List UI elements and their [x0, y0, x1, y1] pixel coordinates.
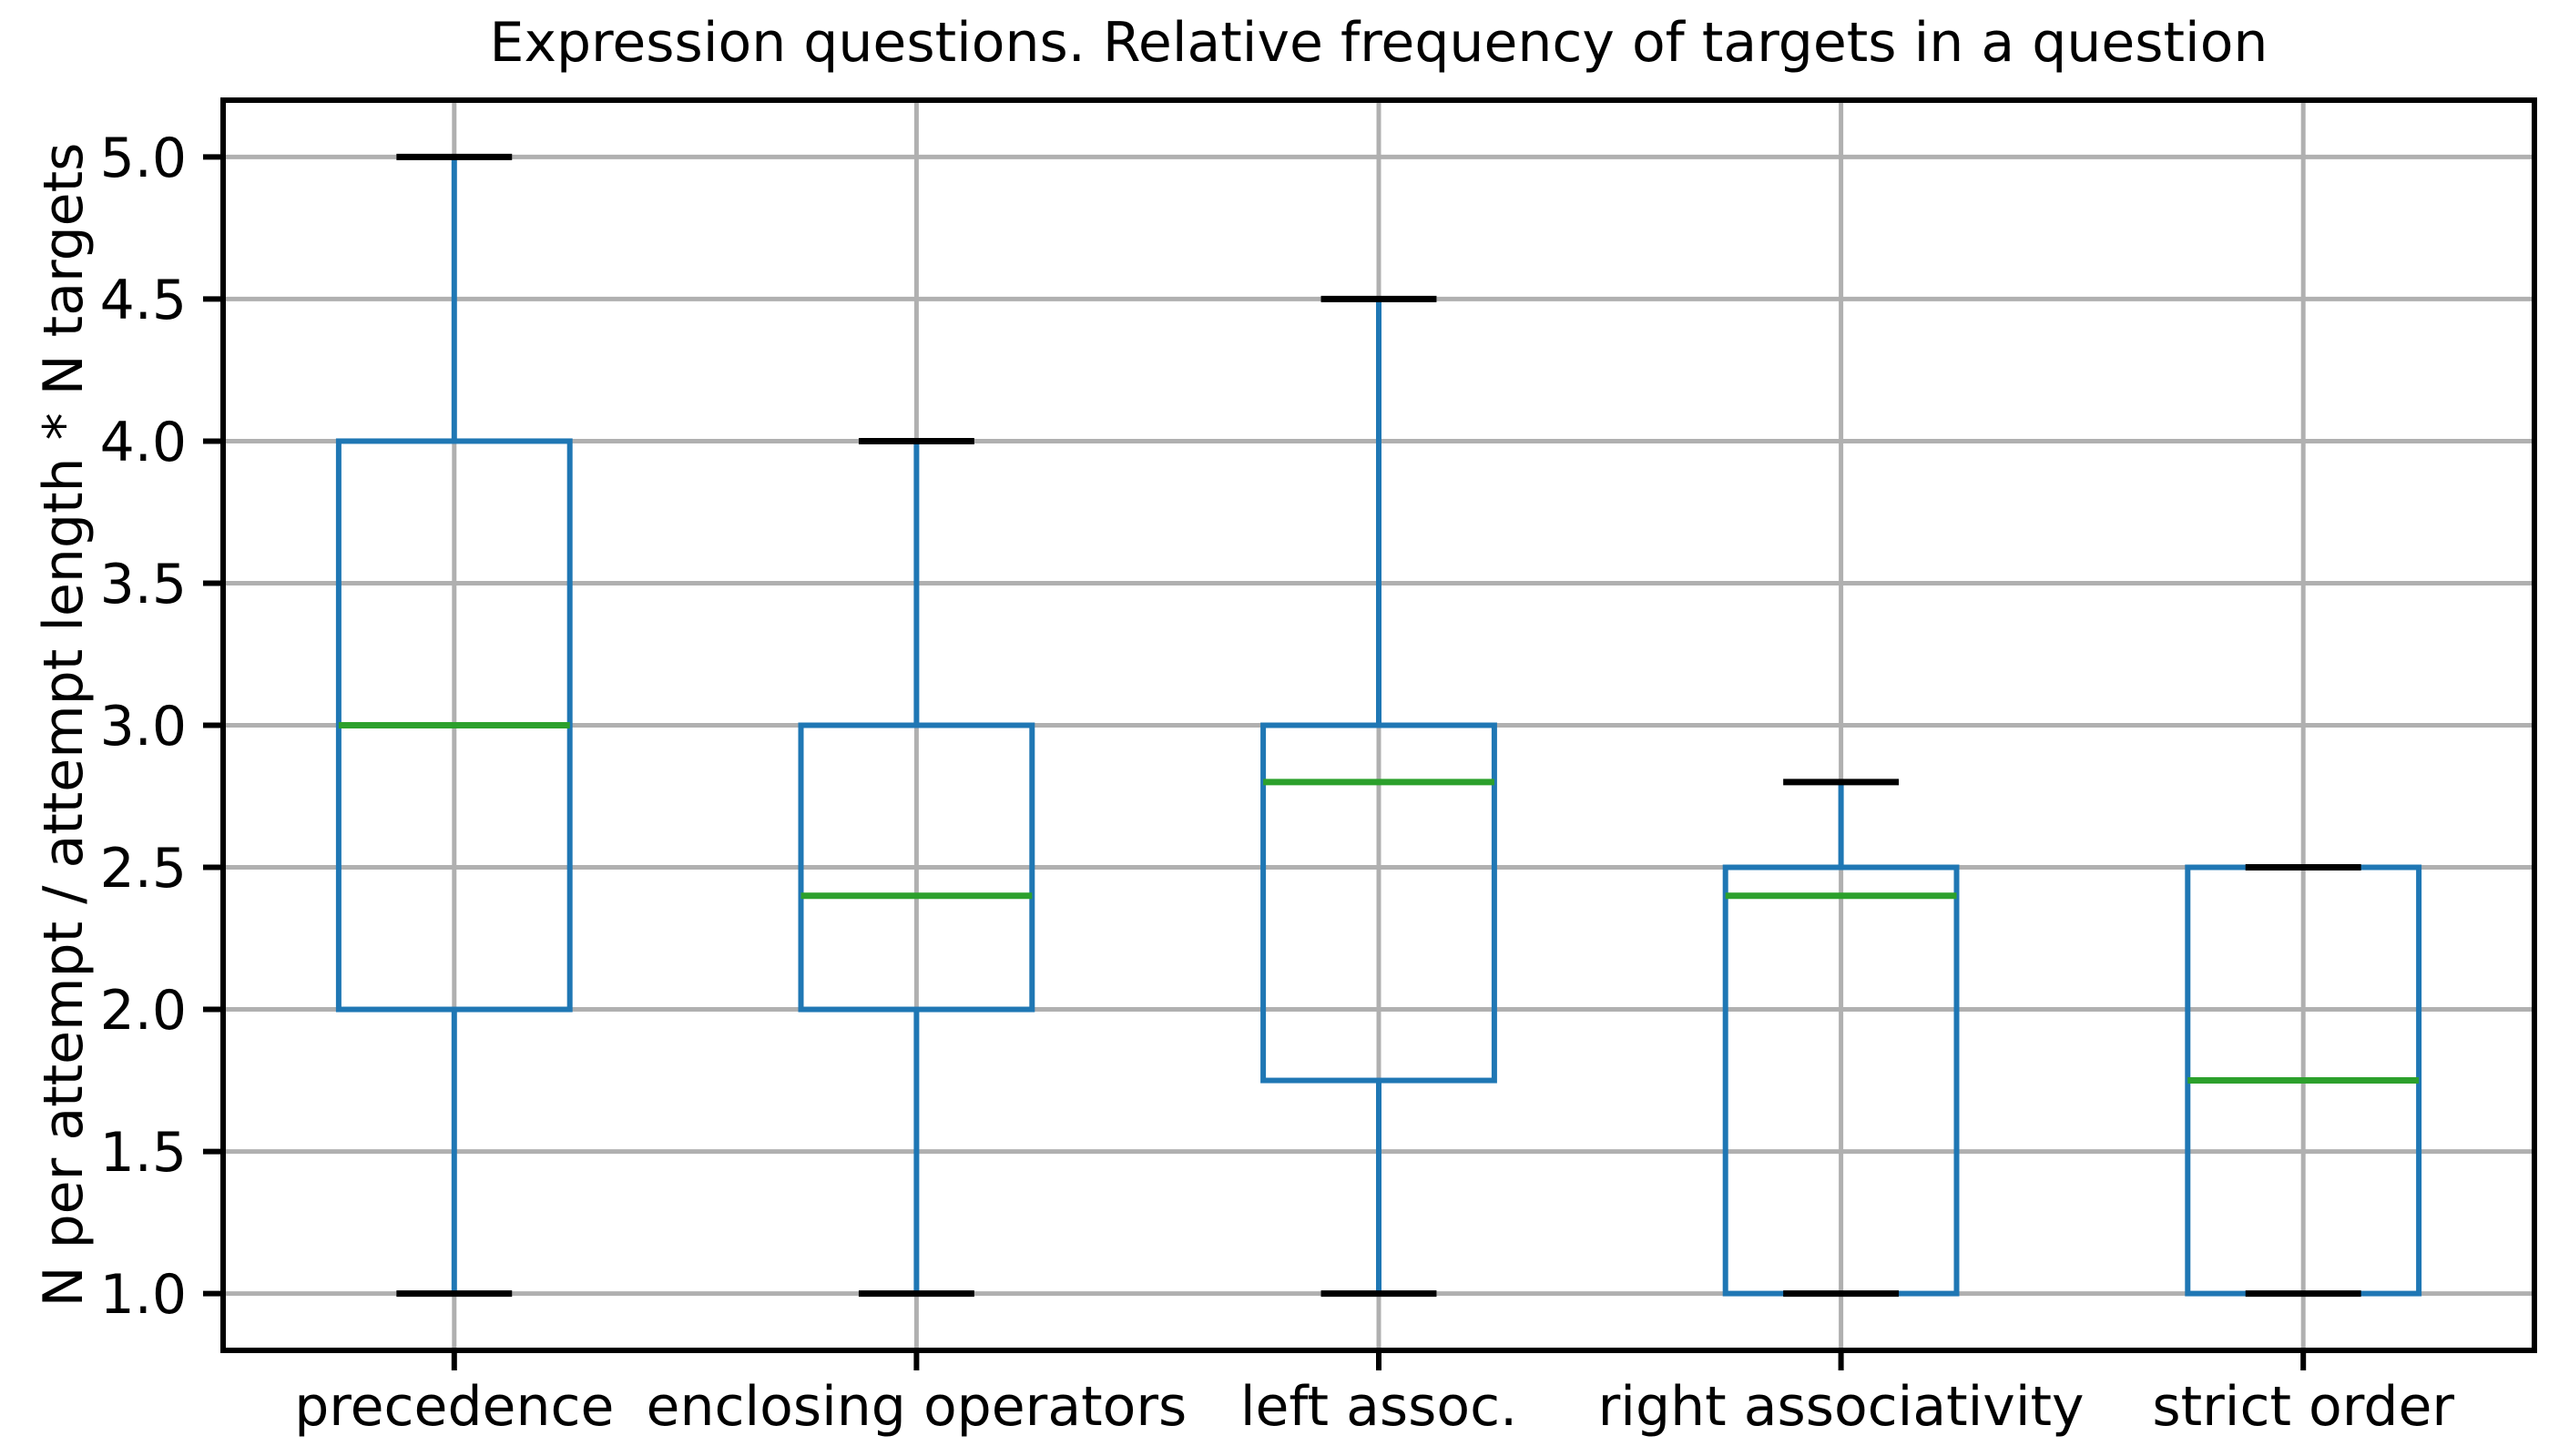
x-tick-label: right associativity — [1598, 1375, 2085, 1439]
y-tick-label: 4.0 — [100, 411, 187, 474]
y-tick-label: 2.0 — [100, 979, 187, 1043]
y-tick-label: 3.5 — [100, 553, 187, 616]
x-tick-label: enclosing operators — [647, 1375, 1188, 1439]
y-tick-label: 4.5 — [100, 269, 187, 332]
y-tick-label: 3.0 — [100, 695, 187, 759]
y-tick-label: 5.0 — [100, 127, 187, 190]
x-tick-label: precedence — [294, 1375, 614, 1439]
y-tick-label: 2.5 — [100, 837, 187, 901]
chart-title: Expression questions. Relative frequency… — [489, 11, 2268, 75]
box-rect — [1260, 722, 1497, 1084]
y-tick-label: 1.5 — [100, 1121, 187, 1185]
x-tick-label: strict order — [2152, 1375, 2454, 1439]
x-tick-label: left assoc. — [1240, 1375, 1517, 1439]
y-tick-label: 1.0 — [100, 1263, 187, 1327]
box-rect — [798, 722, 1035, 1013]
